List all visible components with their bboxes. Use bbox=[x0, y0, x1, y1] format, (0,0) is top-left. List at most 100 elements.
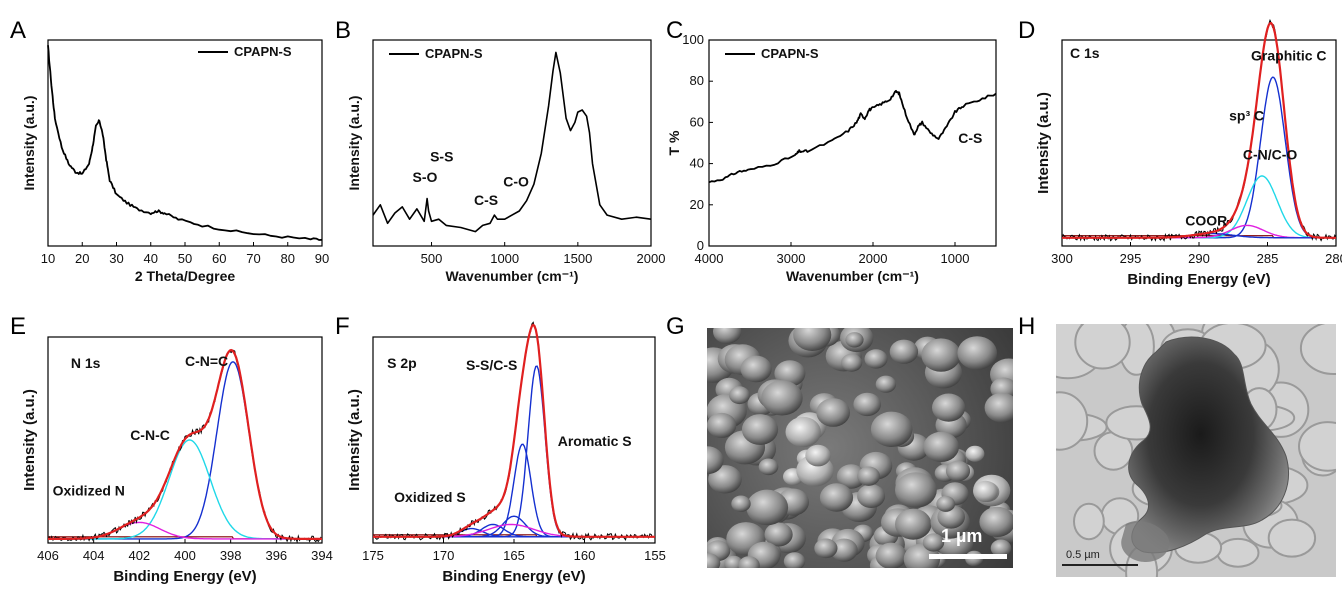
chart-panel-c: 4000 3000 2000 1000 0 20 40 60 80 100 Wavenumber (… bbox=[666, 32, 997, 284]
annotation-label: sp³ C bbox=[1229, 107, 1264, 123]
legend-label: CPAPN-S bbox=[234, 44, 292, 59]
x-tick-label: 80 bbox=[281, 251, 295, 266]
fit-envelope-line bbox=[373, 323, 655, 538]
sem-particle bbox=[707, 446, 724, 475]
sem-particle bbox=[857, 484, 886, 508]
sem-particle bbox=[708, 465, 742, 494]
annotation-label: C-N/C-O bbox=[1243, 146, 1298, 162]
sem-particle bbox=[785, 416, 821, 448]
series-line bbox=[372, 51, 652, 233]
x-tick-label: 285 bbox=[1257, 251, 1279, 266]
panel-title: C 1s bbox=[1070, 45, 1100, 61]
x-tick-label: 290 bbox=[1188, 251, 1210, 266]
tem-scalebar bbox=[1062, 564, 1138, 566]
tem-carbon-hole bbox=[1073, 502, 1105, 541]
annotation-label: S-S/C-S bbox=[466, 357, 517, 373]
annotation-label: C-O bbox=[503, 173, 529, 189]
sem-particle bbox=[738, 556, 760, 568]
sem-particle bbox=[707, 412, 737, 438]
annotation-label: Aromatic S bbox=[558, 433, 632, 449]
sem-particle bbox=[819, 483, 854, 512]
x-tick-label: 400 bbox=[174, 548, 196, 563]
plot-frame bbox=[708, 39, 997, 247]
sem-particle bbox=[945, 460, 971, 482]
y-tick-label: 0 bbox=[697, 238, 704, 253]
sem-particle bbox=[764, 522, 793, 547]
fit-component-peak bbox=[373, 515, 655, 538]
x-axis-title: Binding Energy (eV) bbox=[442, 568, 585, 585]
raw-data-line bbox=[47, 349, 323, 544]
sem-particle bbox=[984, 392, 1013, 423]
annotation-label: S-S bbox=[430, 149, 453, 165]
tem-carbon-hole bbox=[1299, 324, 1336, 375]
plot-frame bbox=[47, 39, 323, 247]
sem-particle bbox=[990, 539, 1012, 557]
panel-label-c: C bbox=[666, 17, 683, 44]
sem-particle bbox=[783, 552, 806, 568]
sem-particle bbox=[895, 508, 932, 540]
annotation-label: C-S bbox=[958, 130, 982, 146]
y-axis-title: Intensity (a.u.) bbox=[21, 389, 38, 491]
x-tick-label: 1500 bbox=[563, 251, 592, 266]
x-tick-label: 2000 bbox=[859, 251, 888, 266]
y-tick-label: 40 bbox=[690, 156, 704, 171]
x-tick-label: 20 bbox=[75, 251, 89, 266]
annotation-label: COOR bbox=[1185, 212, 1227, 228]
x-tick-label: 280 bbox=[1325, 251, 1342, 266]
plot-frame bbox=[372, 39, 652, 247]
annotation-label: C-N=C bbox=[185, 353, 228, 369]
y-tick-label: 100 bbox=[682, 32, 704, 47]
sem-particle bbox=[805, 444, 831, 467]
x-tick-label: 50 bbox=[178, 251, 192, 266]
y-axis-title: Intensity (a.u.) bbox=[346, 389, 363, 491]
sem-particle bbox=[932, 393, 966, 422]
x-tick-label: 398 bbox=[220, 548, 242, 563]
sem-particle bbox=[731, 495, 751, 512]
sem-particle bbox=[973, 480, 998, 502]
annotation-label: S 2p bbox=[387, 355, 417, 371]
legend-label: CPAPN-S bbox=[425, 46, 483, 61]
sem-particle bbox=[841, 353, 863, 372]
sem-particle bbox=[957, 336, 997, 370]
series-line bbox=[708, 89, 997, 184]
fit-envelope-line bbox=[1062, 22, 1336, 239]
x-tick-label: 394 bbox=[311, 548, 333, 563]
fit-component-peak bbox=[373, 365, 655, 538]
sem-particle bbox=[761, 380, 803, 416]
sem-particle bbox=[853, 392, 881, 417]
sem-particle bbox=[707, 553, 721, 568]
x-axis-title: Wavenumber (cm⁻¹) bbox=[786, 268, 919, 284]
x-tick-label: 3000 bbox=[777, 251, 806, 266]
x-tick-label: 175 bbox=[362, 548, 384, 563]
x-tick-label: 170 bbox=[433, 548, 455, 563]
x-tick-label: 500 bbox=[421, 251, 443, 266]
sem-particle bbox=[845, 332, 864, 348]
sem-particle bbox=[729, 386, 750, 405]
tem-scalebar-label: 0.5 µm bbox=[1066, 549, 1100, 561]
tem-particle-lobe bbox=[1121, 521, 1170, 562]
y-axis-title: Intensity (a.u.) bbox=[1035, 92, 1052, 194]
panel-label-f: F bbox=[335, 313, 350, 340]
sem-particle bbox=[921, 338, 961, 372]
x-tick-label: 2000 bbox=[637, 251, 666, 266]
x-tick-label: 30 bbox=[109, 251, 123, 266]
sem-scalebar bbox=[929, 554, 1007, 559]
x-tick-label: 404 bbox=[83, 548, 105, 563]
sem-particle bbox=[864, 349, 888, 369]
x-tick-label: 406 bbox=[37, 548, 59, 563]
tem-texture bbox=[1056, 324, 1336, 577]
tem-carbon-hole bbox=[1267, 518, 1317, 558]
fit-envelope-line bbox=[48, 348, 322, 541]
y-axis-title: Intensity (a.u.) bbox=[346, 96, 362, 191]
tem-carbon-hole bbox=[1298, 421, 1336, 472]
annotation-label: C-N-C bbox=[130, 427, 170, 443]
x-axis-title: Binding Energy (eV) bbox=[1127, 271, 1270, 288]
x-tick-label: 60 bbox=[212, 251, 226, 266]
sem-particle bbox=[816, 398, 850, 427]
y-axis-title: T % bbox=[666, 130, 682, 155]
x-axis-title: Binding Energy (eV) bbox=[113, 568, 256, 585]
panel-label-b: B bbox=[335, 17, 351, 44]
sem-particle bbox=[923, 431, 959, 462]
x-tick-label: 295 bbox=[1120, 251, 1142, 266]
